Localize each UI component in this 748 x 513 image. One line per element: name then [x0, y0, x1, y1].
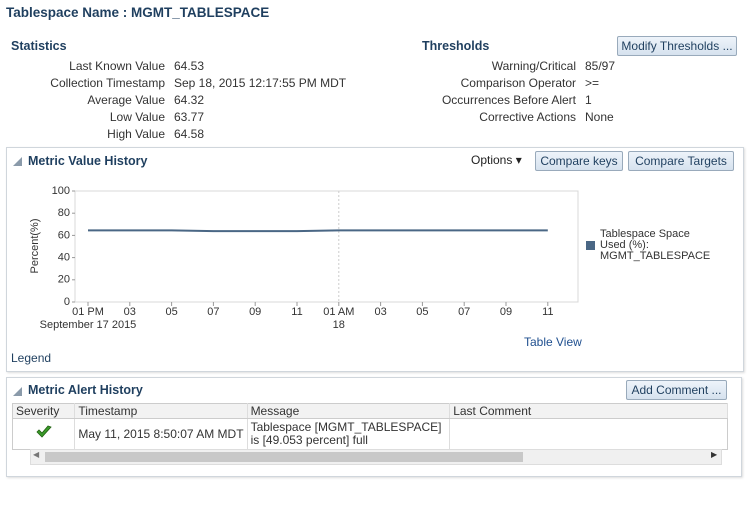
- legend-link[interactable]: Legend: [11, 351, 52, 365]
- add-comment-button[interactable]: Add Comment ...: [626, 380, 727, 400]
- scroll-right[interactable]: ▶: [711, 450, 718, 459]
- legend-swatch: [586, 241, 595, 250]
- row-value: None: [585, 110, 614, 124]
- ok-icon: [36, 425, 52, 438]
- row-label: Corrective Actions: [479, 110, 576, 124]
- table-view-link[interactable]: Table View: [524, 335, 582, 349]
- row-value: 1: [585, 93, 592, 107]
- row-value: 64.53: [174, 59, 205, 73]
- y-axis-label: Percent(%): [29, 218, 41, 273]
- line-series: [88, 229, 548, 233]
- x-tick-label: 03: [374, 306, 386, 318]
- row-value: >=: [585, 76, 600, 90]
- row-value: 64.32: [174, 93, 205, 107]
- y-tick-label: 0: [64, 296, 70, 308]
- row-value: 63.77: [174, 110, 205, 124]
- statistics-title: Statistics: [11, 39, 67, 53]
- timestamp-cell: May 11, 2015 8:50:07 AM MDT: [74, 418, 248, 450]
- row-label: High Value: [107, 127, 165, 141]
- x-tick-label: 11: [291, 306, 302, 318]
- message-cell: Tablespace [MGMT_TABLESPACE] is [49.053 …: [247, 418, 451, 450]
- scrollbar[interactable]: ◀ ▶: [30, 449, 722, 465]
- x-tick-label: 05: [416, 306, 428, 318]
- options-menu[interactable]: Options ▾: [471, 153, 522, 167]
- compare-targets-button[interactable]: Compare Targets: [628, 151, 734, 171]
- thresholds-title: Thresholds: [422, 39, 490, 53]
- column-header: Last Comment: [449, 403, 728, 419]
- row-value: Sep 18, 2015 12:17:55 PM MDT: [174, 76, 347, 90]
- y-tick-label: 40: [58, 252, 70, 264]
- scroll-thumb[interactable]: [45, 452, 523, 462]
- comment-cell: [450, 419, 728, 450]
- y-tick-label: 60: [58, 229, 70, 241]
- row-value: 85/97: [585, 59, 616, 73]
- header-row: Severity Timestamp Message Last Comment: [12, 403, 728, 419]
- metric-history-panel: [6, 147, 744, 372]
- legend-label: Tablespace Space Used (%): MGMT_TABLESPA…: [600, 228, 711, 262]
- x-tick-label: 09: [500, 306, 512, 318]
- column-header: Timestamp: [74, 403, 248, 419]
- row-label: Average Value: [87, 93, 165, 107]
- options-label[interactable]: Options: [471, 153, 513, 167]
- alert-row[interactable]: May 11, 2015 8:50:07 AM MDT Tablespace […: [12, 418, 728, 450]
- alert-table: Severity Timestamp Message Last Comment May…: [12, 403, 728, 450]
- row-label: Collection Timestamp: [50, 76, 165, 90]
- x-tick-label: 03: [124, 306, 136, 318]
- x-tick-label: 07: [207, 306, 219, 318]
- row-label: Last Known Value: [69, 59, 165, 73]
- modify-thresholds-button[interactable]: Modify Thresholds ...: [617, 36, 737, 56]
- metric-history-title: Metric Value History: [28, 154, 148, 168]
- row-label: Low Value: [109, 110, 165, 124]
- x-tick-label: 09: [249, 306, 261, 318]
- severity-cell: [12, 418, 76, 450]
- x-tick-label: 07: [458, 306, 470, 318]
- x-tick-label: 01 AM: [323, 306, 354, 318]
- row-label: Warning/Critical: [491, 59, 576, 73]
- alert-history-title: Metric Alert History: [28, 383, 143, 397]
- row-value: 64.58: [174, 127, 205, 141]
- column-header: Severity: [12, 403, 76, 419]
- page-title: Tablespace Name : MGMT_TABLESPACE: [6, 5, 270, 20]
- x-tick-label: 01 PM: [72, 306, 104, 318]
- collapse-icon[interactable]: [13, 387, 22, 396]
- row-label: Comparison Operator: [460, 76, 576, 90]
- scroll-left[interactable]: ◀: [33, 450, 40, 459]
- y-tick-label: 80: [58, 207, 70, 219]
- x-date-label: 18: [333, 319, 345, 331]
- x-date-label: September 17 2015: [40, 319, 137, 331]
- x-tick-label: 05: [165, 306, 177, 318]
- plot-area: [74, 190, 579, 303]
- row-label: Occurrences Before Alert: [441, 93, 576, 107]
- collapse-icon[interactable]: [13, 157, 22, 166]
- y-tick-label: 20: [58, 274, 70, 286]
- alert-history-panel: [6, 377, 742, 477]
- compare-keys-button[interactable]: Compare keys: [535, 151, 623, 171]
- column-header: Message: [247, 403, 451, 419]
- y-tick-label: 100: [52, 185, 70, 197]
- x-tick-label: 11: [542, 306, 553, 318]
